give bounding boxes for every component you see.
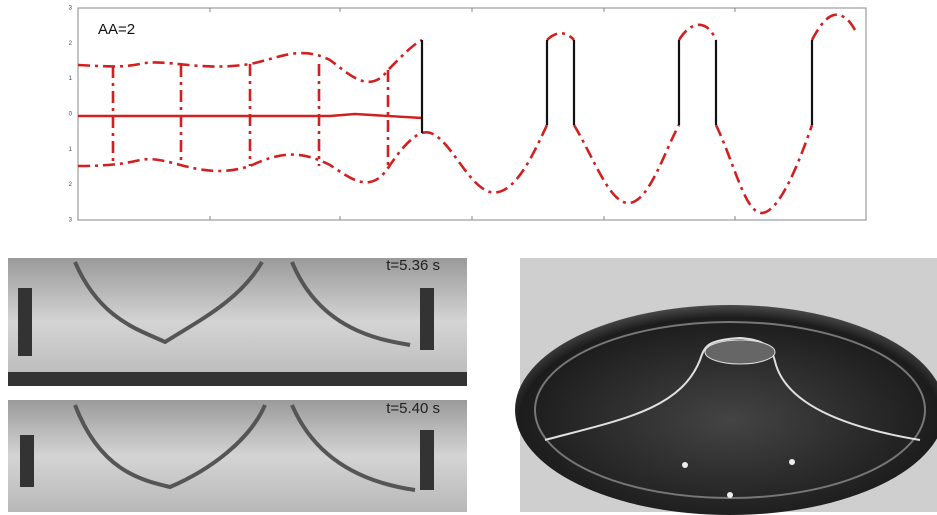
- plot: 3 2 1 0 1 2 3 AA=2: [69, 6, 866, 224]
- y-tick-label: 1: [69, 147, 73, 153]
- y-tick-label: 0: [69, 112, 73, 118]
- photo-top: t=5.36 s: [8, 257, 467, 386]
- photo-right: [515, 258, 937, 515]
- timestamp: t=5.36 s: [386, 257, 440, 274]
- timestamp: t=5.40 s: [386, 400, 440, 417]
- y-tick-label: 3: [69, 6, 73, 12]
- y-tick-labels: 3 2 1 0 1 2 3: [69, 6, 73, 224]
- plot-frame: [78, 8, 866, 220]
- y-tick-label: 2: [69, 182, 73, 188]
- y-tick-label: 1: [69, 76, 73, 82]
- annotation: AA=2: [98, 21, 135, 38]
- photo-bottom: t=5.40 s: [8, 400, 467, 512]
- figure: 3 2 1 0 1 2 3 AA=2: [0, 0, 937, 515]
- y-tick-label: 3: [69, 218, 73, 224]
- y-tick-label: 2: [69, 41, 73, 47]
